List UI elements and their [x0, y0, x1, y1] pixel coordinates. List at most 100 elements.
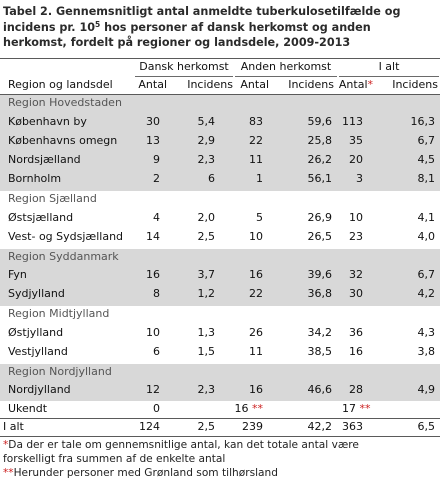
region-block-nordjylland — [0, 364, 440, 401]
row-anden-antal: 22 — [249, 287, 263, 300]
row-anden-incidens: 36,8 — [307, 287, 333, 300]
row-dansk-antal: 14 — [146, 230, 160, 243]
row-dansk-antal: 10 — [146, 326, 160, 339]
group-header-ialt: I alt — [378, 60, 400, 73]
total-dansk-incidens: 2,5 — [197, 420, 216, 433]
row-dansk-incidens: 6 — [208, 172, 215, 185]
total-top-rule — [0, 418, 440, 419]
total-ialt-incidens: 6,5 — [417, 420, 436, 433]
row-dansk-antal: 16 — [146, 268, 160, 281]
row-ialt-incidens: 4,1 — [417, 211, 436, 224]
group-underline-ialt — [339, 76, 439, 77]
total-dansk-antal: 124 — [139, 420, 160, 433]
row-anden-antal: 5 — [256, 211, 263, 224]
region-block-hovedstaden — [0, 95, 440, 191]
ukendt-ialt-antal: 17 ** — [342, 401, 371, 417]
row-ialt-incidens: 4,9 — [417, 383, 436, 396]
row-name: Sydjylland — [8, 287, 65, 300]
footnote-1-line-2: forskelligt fra summen af de enkelte ant… — [3, 453, 226, 465]
row-anden-antal: 1 — [256, 172, 263, 185]
row-ialt-antal: 113 — [342, 115, 363, 128]
row-dansk-antal: 4 — [153, 211, 160, 224]
title-superscript: 5 — [95, 19, 101, 29]
footnote-2: **Herunder personer med Grønland som til… — [3, 466, 278, 480]
row-dansk-incidens: 2,0 — [197, 211, 216, 224]
row-name: Vestjylland — [8, 345, 68, 358]
row-dansk-antal: 6 — [153, 345, 160, 358]
row-ialt-antal: 23 — [349, 230, 363, 243]
row-dansk-antal: 2 — [153, 172, 160, 185]
table-title: Tabel 2. Gennemsnitligt antal anmeldte t… — [3, 4, 437, 51]
ukendt-anden-antal-value: 16 — [234, 402, 249, 415]
row-anden-incidens: 26,9 — [307, 211, 333, 224]
row-anden-antal: 16 — [249, 268, 263, 281]
ukendt-anden-antal: 16 ** — [233, 401, 264, 417]
row-anden-incidens: 26,2 — [307, 153, 333, 166]
row-ialt-incidens: 3,8 — [417, 345, 436, 358]
table-top-rule — [0, 58, 440, 59]
row-name: Fyn — [8, 268, 27, 281]
group-underline-anden — [235, 76, 337, 77]
region-label-nordjylland: Region Nordjylland — [8, 365, 112, 378]
row-ialt-antal: 10 — [349, 211, 363, 224]
row-ialt-antal: 28 — [349, 383, 363, 396]
ukendt-ialt-marker: ** — [359, 402, 371, 415]
row-ialt-antal: 30 — [349, 287, 363, 300]
row-anden-antal: 83 — [249, 115, 263, 128]
row-name: Nordjylland — [8, 383, 71, 396]
row-dansk-incidens: 2,3 — [197, 383, 216, 396]
region-label-syddanmark: Region Syddanmark — [8, 250, 119, 263]
column-header-region: Region og landsdel — [8, 78, 113, 91]
row-anden-antal: 10 — [249, 230, 263, 243]
row-ialt-incidens: 4,3 — [417, 326, 436, 339]
row-name: Østjylland — [8, 326, 64, 339]
region-label-sjaelland: Region Sjælland — [8, 192, 97, 205]
row-dansk-incidens: 2,9 — [197, 134, 216, 147]
row-name: København by — [8, 115, 87, 128]
row-dansk-antal: 30 — [146, 115, 160, 128]
footnote-marker-star: * — [367, 78, 374, 91]
row-dansk-incidens: 3,7 — [197, 268, 216, 281]
row-ialt-incidens: 6,7 — [417, 134, 436, 147]
row-name: Nordsjælland — [8, 153, 81, 166]
row-name: Bornholm — [8, 172, 62, 185]
row-ialt-antal: 36 — [349, 326, 363, 339]
footnote-2-marker: ** — [3, 467, 14, 479]
footnote-1-text-1: Da der er tale om gennemsnitlige antal, … — [8, 439, 359, 451]
region-label-hovedstaden: Region Hovedstaden — [8, 96, 122, 109]
row-ialt-incidens: 4,2 — [417, 287, 436, 300]
group-header-anden: Anden herkomst — [240, 60, 332, 73]
ukendt-ialt-antal-value: 17 — [342, 402, 356, 415]
row-name: Københavns omegn — [8, 134, 118, 147]
row-dansk-antal: 8 — [153, 287, 160, 300]
row-ialt-antal: 16 — [349, 345, 363, 358]
column-header-ialt-antal: Antal* — [333, 77, 373, 93]
title-line-1: Tabel 2. Gennemsnitligt antal anmeldte t… — [3, 5, 401, 18]
column-header-ialt-antal-label: Antal — [338, 78, 368, 91]
header-bottom-rule — [0, 94, 440, 95]
group-header-dansk: Dansk herkomst — [139, 60, 229, 73]
row-ialt-incidens: 8,1 — [417, 172, 436, 185]
footnote-1-marker: * — [3, 439, 9, 451]
total-name: I alt — [3, 420, 24, 433]
footnote-1-line-1: *Da der er tale om gennemsnitlige antal,… — [3, 438, 359, 452]
total-anden-incidens: 42,2 — [307, 420, 333, 433]
row-dansk-antal: 9 — [153, 153, 160, 166]
column-header-dansk-antal: Antal — [138, 78, 167, 91]
row-dansk-incidens: 2,5 — [197, 230, 216, 243]
column-header-anden-incidens: Incidens — [288, 78, 334, 91]
row-dansk-incidens: 1,3 — [197, 326, 216, 339]
row-anden-incidens: 25,8 — [307, 134, 333, 147]
row-ialt-incidens: 6,7 — [417, 268, 436, 281]
row-ialt-antal: 35 — [349, 134, 363, 147]
row-dansk-incidens: 1,2 — [197, 287, 216, 300]
region-label-midtjylland: Region Midtjylland — [8, 307, 110, 320]
row-anden-antal: 11 — [249, 153, 263, 166]
footnote-2-text: Herunder personer med Grønland som tilhø… — [13, 467, 278, 479]
row-anden-incidens: 26,5 — [307, 230, 333, 243]
row-ialt-incidens: 4,0 — [417, 230, 436, 243]
table-bottom-rule — [0, 436, 440, 437]
row-anden-incidens: 38,5 — [307, 345, 333, 358]
row-name: Østsjælland — [8, 211, 74, 224]
